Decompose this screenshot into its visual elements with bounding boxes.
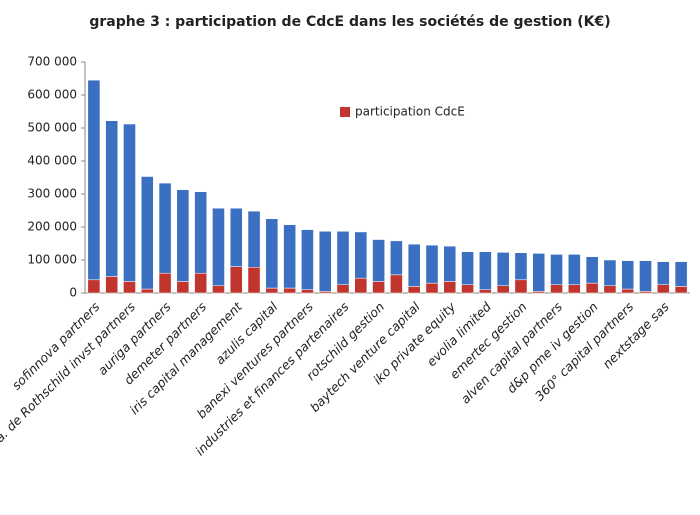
- bar-segment: [461, 284, 474, 294]
- bar-segment: [390, 240, 403, 276]
- y-tick-label: 400 000: [27, 154, 77, 168]
- bar-segment: [496, 252, 510, 286]
- bar-segment: [301, 289, 314, 294]
- bar-segment: [514, 279, 528, 294]
- bar-segment: [158, 272, 172, 294]
- bar-segment: [621, 288, 635, 294]
- bar-segment: [657, 284, 670, 294]
- bar-segment: [514, 252, 528, 281]
- legend-label: participation CdcE: [355, 105, 465, 119]
- bar-segment: [247, 267, 261, 294]
- bar-segment: [265, 218, 279, 289]
- bar-segment: [301, 229, 314, 290]
- bar-segment: [407, 243, 421, 287]
- bar-segment: [354, 277, 368, 294]
- y-tick-label: 0: [69, 286, 77, 300]
- bar-segment: [568, 254, 581, 285]
- bar-segment: [639, 260, 652, 292]
- bar-segment: [158, 182, 172, 274]
- bar-segment: [550, 284, 563, 294]
- bar-segment: [247, 210, 261, 268]
- bar-segment: [176, 189, 190, 282]
- bar-segment: [425, 282, 439, 294]
- bar-segment: [461, 251, 474, 285]
- bar-segment: [105, 276, 118, 294]
- bar-segment: [229, 266, 243, 294]
- bar-segment: [674, 286, 688, 294]
- bar-segment: [603, 259, 617, 286]
- bar-segment: [318, 231, 332, 292]
- bar-segment: [336, 284, 350, 294]
- y-tick-label: 500 000: [27, 121, 77, 135]
- legend-swatch: [340, 107, 350, 117]
- bar-segment: [140, 288, 154, 294]
- bar-segment: [123, 123, 136, 282]
- y-tick-label: 200 000: [27, 220, 77, 234]
- bar-segment: [479, 289, 492, 294]
- chart-title: graphe 3 : participation de CdcE dans le…: [89, 14, 610, 30]
- bar-segment: [372, 281, 385, 294]
- bar-segment: [283, 224, 296, 289]
- bar-segment: [496, 285, 510, 294]
- bar-segment: [657, 261, 670, 285]
- y-tick-label: 700 000: [27, 55, 77, 69]
- bar-segment: [674, 261, 688, 287]
- bar-segment: [621, 260, 635, 290]
- bar-segment: [123, 281, 136, 294]
- bar-segment: [603, 285, 617, 294]
- y-tick-label: 100 000: [27, 253, 77, 267]
- bar-segment: [407, 286, 421, 294]
- bar-segment: [372, 239, 385, 282]
- bar-segment: [354, 231, 368, 279]
- bar-segment: [87, 279, 101, 294]
- bar-segment: [585, 282, 599, 294]
- bar-segment: [585, 256, 599, 284]
- bar-segment: [194, 272, 207, 294]
- bar-segment: [194, 191, 207, 274]
- bar-segment: [550, 254, 563, 285]
- bar-segment: [283, 287, 296, 294]
- bar-segment: [532, 253, 546, 292]
- bar-segment: [140, 176, 154, 290]
- bar-segment: [443, 281, 457, 294]
- bar-segment: [425, 244, 439, 284]
- bar-segment: [105, 120, 118, 277]
- bar-segment: [229, 207, 243, 267]
- bar-segment: [443, 245, 457, 282]
- y-tick-label: 600 000: [27, 88, 77, 102]
- bar-segment: [390, 274, 403, 294]
- bar-segment: [212, 207, 225, 286]
- bar-segment: [176, 281, 190, 294]
- bar-segment: [336, 231, 350, 285]
- y-tick-label: 300 000: [27, 187, 77, 201]
- bar-segment: [87, 79, 101, 281]
- bar-segment: [265, 287, 279, 294]
- bar-segment: [479, 251, 492, 290]
- bar-segment: [212, 285, 225, 294]
- bar-segment: [568, 284, 581, 294]
